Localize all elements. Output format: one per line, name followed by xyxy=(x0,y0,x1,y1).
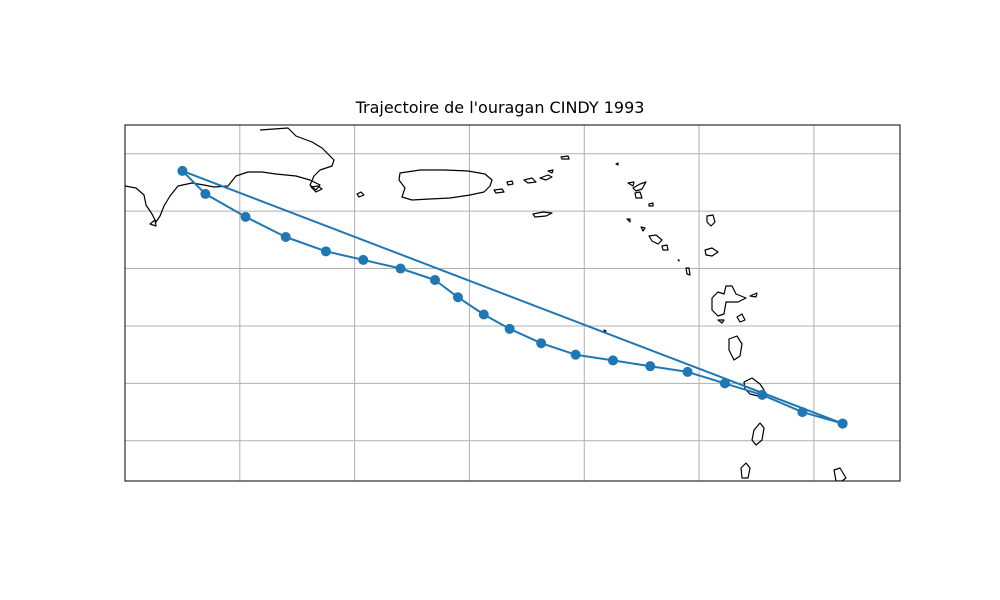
track-point xyxy=(358,254,369,265)
coastlines xyxy=(125,127,847,481)
track-point xyxy=(682,366,693,377)
coastline-virgin-islands xyxy=(523,169,554,184)
coastline-montserrat-south xyxy=(685,267,691,276)
coastline-saba xyxy=(648,202,654,207)
track-point xyxy=(280,231,291,242)
track-point xyxy=(200,188,211,199)
coastline-antigua xyxy=(706,214,716,227)
coastline-st-vincent xyxy=(740,462,751,479)
coastline-puerto-rico xyxy=(398,169,493,201)
plot-frame xyxy=(124,124,901,482)
track-point xyxy=(430,275,440,286)
track-point xyxy=(607,355,618,366)
coastline-montserrat xyxy=(648,234,663,245)
track-point xyxy=(504,323,515,334)
track-point xyxy=(452,292,463,303)
track-point xyxy=(719,378,730,389)
coastline-barbados xyxy=(833,467,847,481)
coastline-st-croix xyxy=(532,211,553,218)
track-point xyxy=(645,361,656,372)
coastline-rock xyxy=(603,329,607,333)
coastline-st-kitts xyxy=(626,218,631,223)
coastline-anegada xyxy=(560,155,570,160)
coastline-st-lucia xyxy=(751,422,765,446)
track-point xyxy=(757,389,768,400)
coastline-aves xyxy=(677,259,680,262)
coastline-dominica xyxy=(728,335,743,361)
coastline-mona xyxy=(356,191,365,198)
track-point xyxy=(478,309,489,320)
coastline-culebra xyxy=(506,180,514,186)
track-point xyxy=(837,418,848,429)
track-point xyxy=(240,211,251,222)
track-point xyxy=(177,165,188,176)
coastline-guadeloupe xyxy=(711,285,747,317)
coastline-saona xyxy=(310,185,323,193)
track-point xyxy=(797,407,808,418)
coastline-st-martin xyxy=(627,181,647,192)
track-point xyxy=(570,349,581,360)
hurricane-track xyxy=(177,165,848,429)
gridlines xyxy=(125,125,900,481)
coastline-marie-galante-east xyxy=(736,313,746,323)
coastline-hispaniola-islet xyxy=(149,219,157,227)
track-point xyxy=(320,246,331,257)
track-point xyxy=(536,338,547,349)
coastline-st-barth xyxy=(634,191,643,199)
coastline-nevis xyxy=(640,226,646,232)
coastline-anguilla xyxy=(615,162,619,166)
coastline-hispaniola xyxy=(125,127,335,223)
track-point xyxy=(395,263,406,274)
coastline-redonda xyxy=(661,244,669,251)
map-title: Trajectoire de l'ouragan CINDY 1993 xyxy=(355,98,645,117)
coastline-vieques xyxy=(493,188,505,194)
coastline-iles-des-saintes xyxy=(717,319,725,324)
coastline-barbuda xyxy=(704,247,719,257)
coastline-marie-galante xyxy=(749,292,758,298)
